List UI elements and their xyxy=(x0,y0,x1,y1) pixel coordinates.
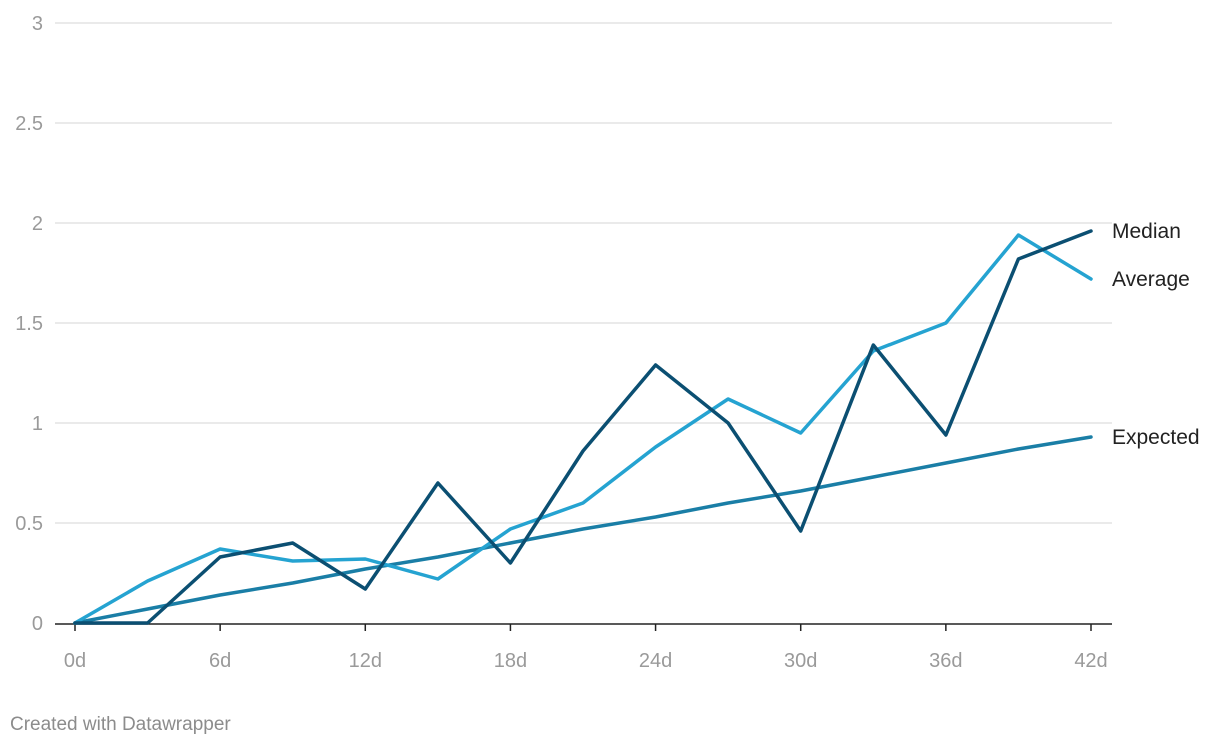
x-tick-label: 42d xyxy=(1074,650,1107,672)
x-axis: 0d 6d 12d 18d 24d 30d 36d 42d xyxy=(55,623,1112,672)
y-tick-label: 2.5 xyxy=(15,113,43,135)
y-tick-label: 3 xyxy=(32,13,43,35)
series-line-median xyxy=(73,229,1093,625)
line-chart: 0 0.5 1 1.5 2 2.5 3 0d 6d 12d 18d 24d 30d 36d 42d Exp… xyxy=(15,13,1200,672)
x-tick-label: 24d xyxy=(639,650,672,672)
x-tick-label: 36d xyxy=(929,650,962,672)
y-axis: 0 0.5 1 1.5 2 2.5 3 xyxy=(15,13,43,635)
series-label-average: Average xyxy=(1112,268,1190,291)
grid-lines xyxy=(55,22,1112,524)
y-tick-label: 0.5 xyxy=(15,513,43,535)
y-tick-label: 1 xyxy=(32,413,43,435)
y-tick-label: 2 xyxy=(32,213,43,235)
x-tick-label: 0d xyxy=(64,650,86,672)
x-tick-label: 6d xyxy=(209,650,231,672)
series-line-average xyxy=(73,233,1093,625)
x-tick-label: 18d xyxy=(494,650,527,672)
series-labels: Expected Average Median xyxy=(1112,220,1200,449)
series-lines xyxy=(73,229,1093,625)
x-tick-label: 30d xyxy=(784,650,817,672)
series-label-median: Median xyxy=(1112,220,1181,243)
credit-text: Created with Datawrapper xyxy=(10,714,231,735)
series-line-expected xyxy=(73,435,1093,625)
x-tick-label: 12d xyxy=(349,650,382,672)
series-label-expected: Expected xyxy=(1112,426,1200,449)
y-tick-label: 0 xyxy=(32,613,43,635)
y-tick-label: 1.5 xyxy=(15,313,43,335)
